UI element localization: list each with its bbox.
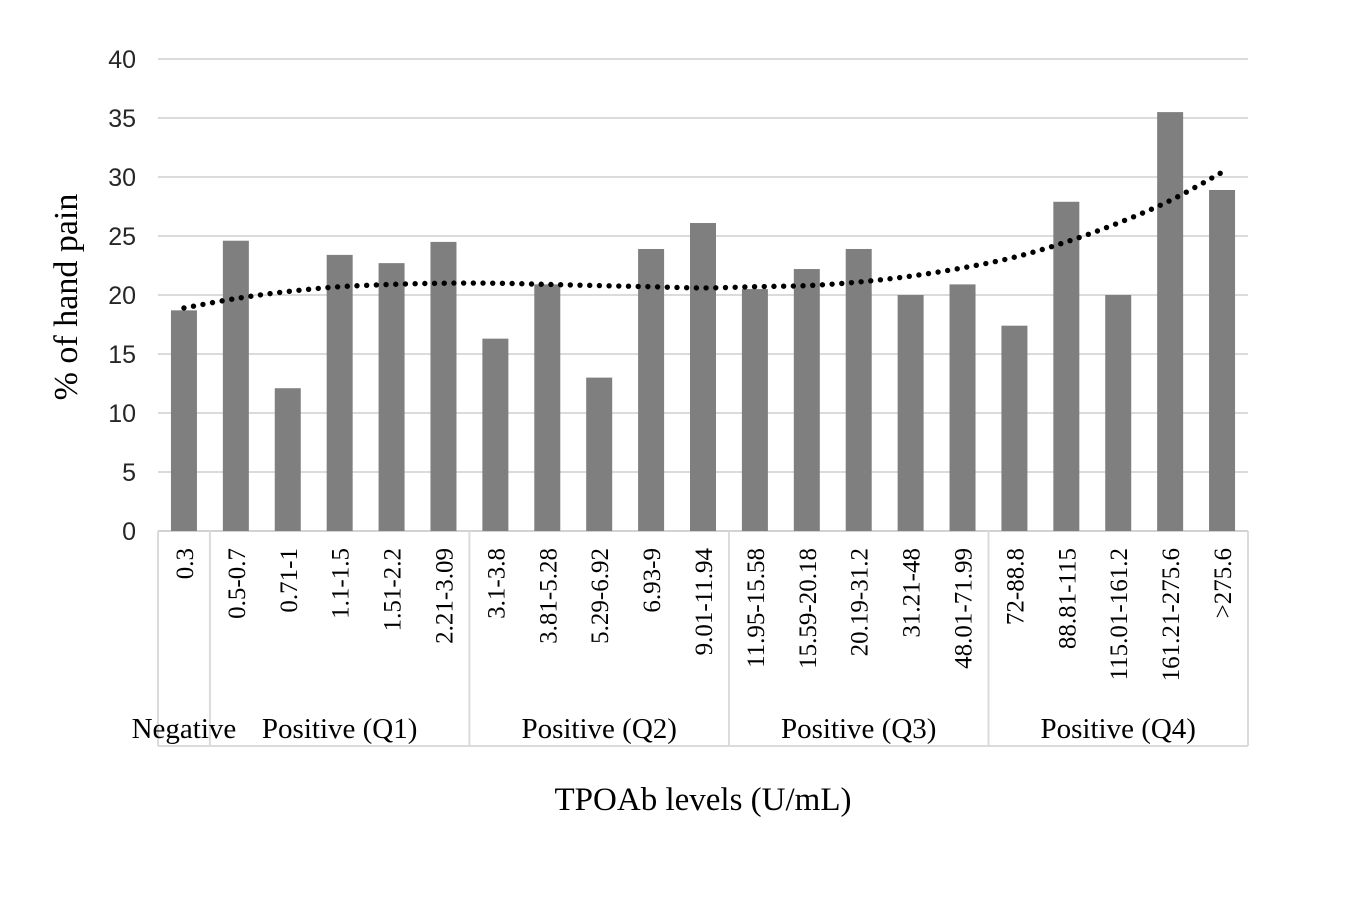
y-tick-label: 0 bbox=[122, 518, 136, 546]
group-label: Negative bbox=[132, 713, 237, 745]
category-tick-label: 15.59-20.18 bbox=[795, 548, 822, 669]
category-tick-label: 9.01-11.94 bbox=[691, 548, 718, 656]
bar bbox=[274, 388, 301, 531]
group-label: Positive (Q1) bbox=[262, 713, 417, 745]
category-tick-label: 1.1-1.5 bbox=[328, 548, 355, 619]
category-tick-label: 1.51-2.2 bbox=[380, 548, 407, 631]
bar bbox=[638, 248, 665, 532]
category-tick-label: 20.19-31.2 bbox=[847, 548, 874, 656]
y-axis-title: % of hand pain bbox=[48, 193, 85, 401]
group-label: Positive (Q3) bbox=[781, 713, 936, 745]
bar bbox=[430, 241, 457, 531]
y-tick-label: 10 bbox=[108, 400, 136, 428]
category-tick-label: 11.95-15.58 bbox=[743, 548, 770, 668]
y-tick-label: 30 bbox=[108, 164, 136, 192]
y-tick-label: 35 bbox=[108, 105, 136, 133]
bar bbox=[1053, 201, 1080, 531]
bar bbox=[741, 289, 768, 531]
category-tick-label: 72-88.8 bbox=[1002, 548, 1029, 625]
bar bbox=[793, 269, 820, 531]
category-tick-label: 0.5-0.7 bbox=[224, 548, 251, 619]
bar bbox=[1209, 189, 1236, 532]
category-tick-label: 0.71-1 bbox=[276, 548, 303, 613]
category-tick-label: 88.81-115 bbox=[1054, 548, 1081, 649]
y-tick-label: 20 bbox=[108, 282, 136, 310]
y-tick-label: 40 bbox=[108, 46, 136, 74]
bar bbox=[690, 223, 716, 531]
category-tick-label: 161.21-275.6 bbox=[1158, 548, 1185, 681]
category-tick-label: 5.29-6.92 bbox=[587, 548, 614, 644]
bar bbox=[897, 295, 924, 531]
bar bbox=[1157, 112, 1184, 531]
y-tick-label: 15 bbox=[108, 341, 136, 369]
y-tick-label: 25 bbox=[108, 223, 136, 251]
category-tick-label: 6.93-9 bbox=[639, 548, 666, 613]
bar bbox=[170, 310, 197, 531]
category-tick-label: 0.3 bbox=[172, 548, 199, 579]
bar bbox=[949, 284, 976, 531]
bar bbox=[1001, 325, 1028, 531]
bar bbox=[378, 263, 405, 531]
y-tick-label: 5 bbox=[122, 459, 136, 487]
bar bbox=[326, 254, 353, 531]
x-axis-title: TPOAb levels (U/mL) bbox=[554, 782, 852, 818]
category-tick-label: 3.1-3.8 bbox=[483, 548, 510, 619]
bar bbox=[845, 248, 872, 532]
category-tick-label: 115.01-161.2 bbox=[1106, 548, 1133, 680]
category-tick-label: 48.01-71.99 bbox=[951, 548, 978, 669]
bar bbox=[1105, 295, 1132, 531]
bar bbox=[534, 284, 561, 531]
category-tick-label: 3.81-5.28 bbox=[535, 548, 562, 644]
group-label: Positive (Q2) bbox=[521, 713, 676, 745]
trendline bbox=[181, 169, 1225, 311]
category-tick-label: 2.21-3.09 bbox=[431, 548, 458, 644]
category-tick-label: >275.6 bbox=[1210, 548, 1237, 618]
category-tick-label: 31.21-48 bbox=[899, 548, 926, 638]
bar bbox=[482, 338, 509, 531]
group-label: Positive (Q4) bbox=[1041, 713, 1196, 745]
bar bbox=[586, 377, 613, 531]
bar bbox=[222, 240, 249, 531]
